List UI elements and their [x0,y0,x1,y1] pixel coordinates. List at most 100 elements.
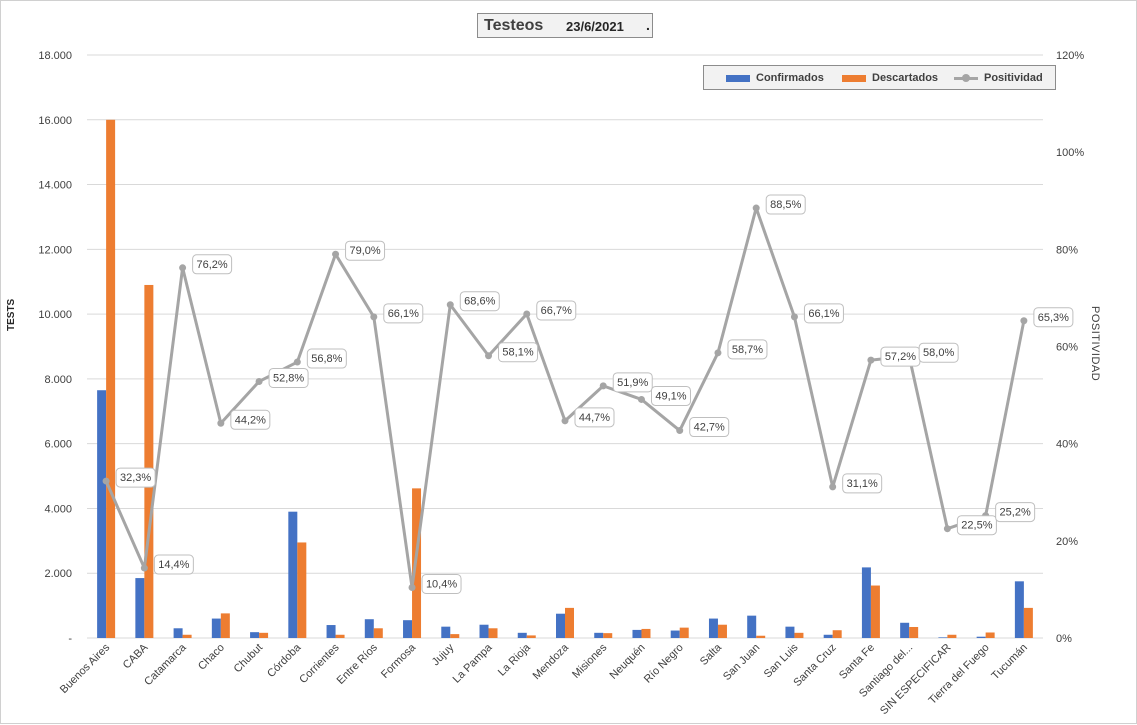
y-tick-label: 18.000 [38,50,72,62]
data-label: 66,1% [808,308,839,320]
x-tick-label: San Luis [762,641,801,680]
data-labels: 32,3% 14,4% 76,2% 44,2% 52,8% 56,8% 79,0% 66,1%… [115,194,1074,594]
bar-confirmados [364,619,374,638]
bar-descartados [526,635,536,638]
y-tick-label: - [68,633,72,645]
y2-tick-label: 120% [1056,50,1084,62]
bar-descartados [450,634,460,638]
y-tick-label: 2.000 [44,568,72,580]
data-label-box [230,409,271,430]
data-label: 14,4% [158,559,189,571]
data-label: 42,7% [694,422,725,434]
y-tick-label: 14.000 [38,180,72,192]
bar-confirmados [976,636,986,638]
bar-confirmados [1014,581,1024,638]
legend-swatch-positividad [954,74,978,83]
positividad-point [293,358,301,366]
positividad-point [1020,317,1028,325]
bar-confirmados [173,628,183,638]
bar-confirmados [97,390,107,638]
data-label-box [421,573,462,594]
positividad-point [752,204,760,212]
data-label: 66,7% [541,305,572,317]
bar-confirmados [479,624,489,638]
data-label: 10,4% [426,578,457,590]
y2-tick-label: 40% [1056,439,1078,451]
data-label-box [612,372,653,393]
bar-descartados [756,635,766,638]
data-label-box [153,554,194,575]
x-tick-label: Río Negro [642,642,686,686]
bars [97,119,1033,639]
data-label-box [345,240,386,261]
bar-descartados [717,624,727,638]
y2-tick-label: 0% [1056,633,1072,645]
bar-descartados [565,607,574,638]
bar-confirmados [250,632,260,638]
positividad-point [370,313,378,321]
data-label-box [1033,307,1074,328]
data-label-box [268,367,309,388]
y-tick-label: 16.000 [38,115,72,127]
positividad-line [102,204,1028,591]
data-label: 57,2% [885,351,916,363]
bar-confirmados [441,626,451,638]
bar-confirmados [823,634,833,638]
x-tick-label: La Pampa [451,641,496,686]
x-tick-label: Chubut [232,642,266,676]
x-tick-label: Buenos Aires [58,641,113,696]
legend-swatch-confirmados [726,74,750,82]
bar-confirmados [938,637,948,638]
positividad-point [179,264,187,272]
chart-legend: Confirmados Descartados Positividad [703,65,1056,90]
bar-descartados [220,613,230,638]
x-tick-label: Santa Fe [837,642,877,682]
y-tick-label: 8.000 [44,374,72,386]
positividad-point [867,356,875,364]
chart-title: Testeos [484,17,544,34]
y2-tick-label: 20% [1056,536,1078,548]
bar-descartados [603,633,613,638]
data-label: 79,0% [349,245,380,257]
positividad-point [102,477,110,485]
positividad-point [599,382,607,390]
positividad-point [408,583,416,591]
data-label-box [765,194,806,215]
x-tick-label: Jujuy [430,641,457,668]
bar-descartados [832,630,842,638]
bar-confirmados [135,578,145,638]
bar-descartados [1023,607,1033,638]
legend-item-positividad: Positividad [954,72,1043,84]
data-label-box [498,342,539,363]
data-label: 68,6% [464,296,495,308]
bar-descartados [335,634,345,638]
bar-confirmados [403,620,413,638]
gridlines [87,54,1043,639]
x-tick-label: La Rioja [496,641,534,679]
data-label: 58,1% [502,347,533,359]
bar-descartados [679,627,689,638]
data-label-box [689,417,730,438]
bar-confirmados [708,618,718,638]
data-label-box [306,348,347,369]
data-label: 44,7% [579,412,610,424]
positividad-point [943,525,951,533]
data-label-box [995,502,1036,523]
positividad-point [829,483,837,491]
positividad-point [790,313,798,321]
data-label-box [459,291,500,312]
data-label: 65,3% [1038,312,1069,324]
data-label-box [383,303,424,324]
bar-confirmados [785,626,795,638]
positividad-point [332,250,340,258]
y-tick-label: 12.000 [38,244,72,256]
bar-descartados [106,119,116,639]
chart-title-box: Testeos 23/6/2021 . [477,13,653,38]
x-tick-label: Chaco [196,642,227,673]
bar-confirmados [594,632,604,638]
positividad-point [676,427,684,435]
legend-label-positividad: Positividad [984,72,1043,84]
x-tick-label: Salta [698,641,725,668]
data-label: 66,1% [388,308,419,320]
